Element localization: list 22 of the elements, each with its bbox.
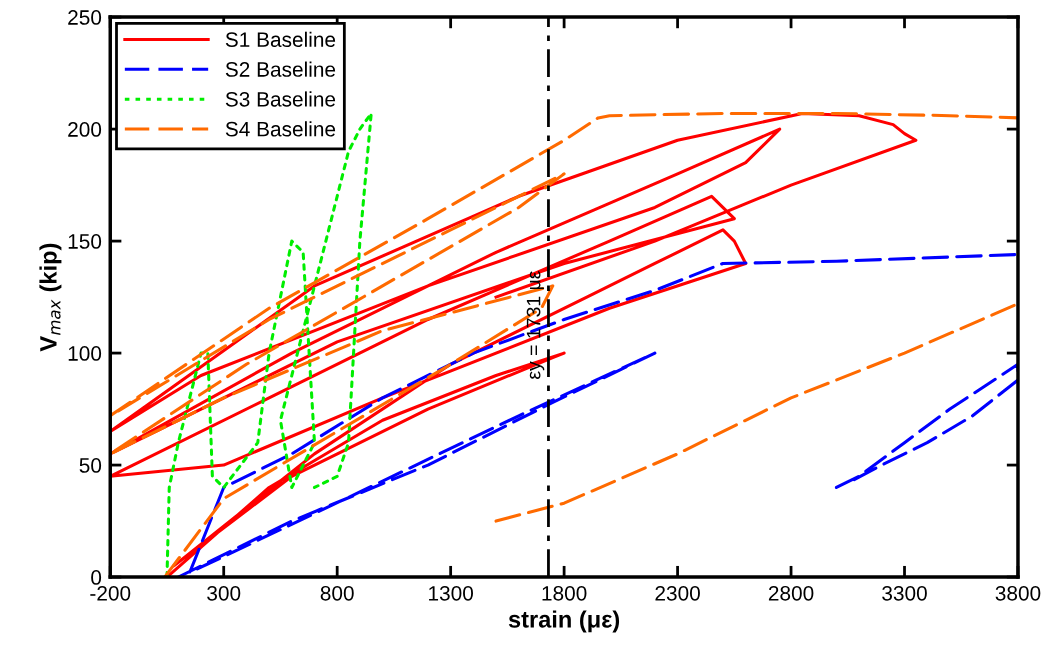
y-tick-label: 150 bbox=[68, 234, 102, 249]
x-tick-label: 2300 bbox=[655, 585, 700, 601]
y-tick-label: 250 bbox=[68, 10, 102, 25]
legend-label: S1 Baseline bbox=[225, 31, 336, 47]
x-tick-label: 300 bbox=[207, 585, 241, 601]
x-tick-label: -200 bbox=[90, 585, 131, 601]
x-axis-title: strain (με) bbox=[508, 610, 620, 633]
x-tick-label: 800 bbox=[320, 585, 354, 601]
y-tick-label: 50 bbox=[79, 458, 102, 473]
y-tick-label: 100 bbox=[68, 346, 102, 361]
y-axis-title: V$_{max}$ (kip) bbox=[39, 243, 62, 352]
x-tick-label: 1300 bbox=[429, 585, 474, 601]
ref-line-label: εy = 1731 με bbox=[526, 270, 545, 379]
legend-label: S4 Baseline bbox=[225, 121, 336, 137]
x-tick-label: 3300 bbox=[882, 585, 927, 601]
y-tick-label: 200 bbox=[68, 122, 102, 137]
y-tick-label: 0 bbox=[91, 570, 102, 585]
x-tick-label: 1800 bbox=[542, 585, 587, 601]
legend-label: S2 Baseline bbox=[225, 61, 336, 77]
x-tick-label: 2800 bbox=[768, 585, 814, 601]
x-tick-label: 3800 bbox=[995, 585, 1041, 601]
legend-label: S3 Baseline bbox=[225, 91, 336, 107]
